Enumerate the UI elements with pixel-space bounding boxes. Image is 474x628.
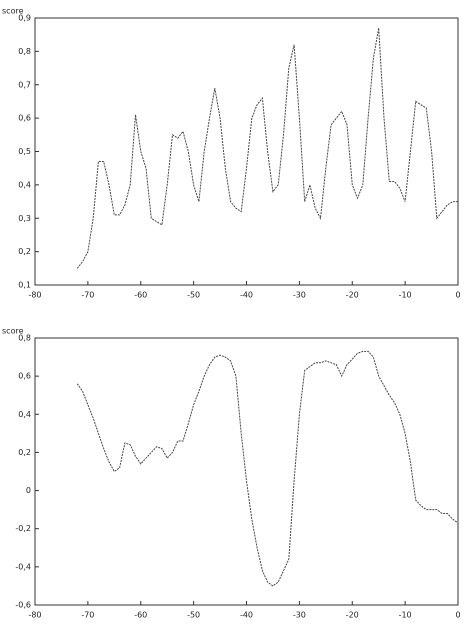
x-tick-label: -70: [81, 291, 94, 300]
y-tick-label: 0,3: [18, 214, 31, 223]
x-tick-label: -60: [134, 611, 147, 620]
x-tick-label: -30: [293, 611, 306, 620]
x-tick-label: -10: [399, 611, 412, 620]
y-tick-label: 0,8: [18, 334, 31, 343]
plot-frame: [34, 17, 459, 286]
y-axis-label: score: [2, 7, 24, 16]
line: [76, 350, 459, 587]
y-tick-label: -0,2: [15, 524, 31, 533]
x-tick-label: -80: [28, 611, 41, 620]
x-tick-label: -20: [346, 611, 359, 620]
y-tick-label: 0,4: [18, 180, 31, 189]
y-tick-label: 0,2: [18, 448, 31, 457]
y-tick-label: 0,6: [18, 114, 31, 123]
x-tick-label: -30: [293, 291, 306, 300]
y-tick-label: 0,4: [18, 410, 31, 419]
x-tick-label: -50: [187, 291, 200, 300]
x-tick-label: -40: [240, 611, 253, 620]
y-tick-label: -0,4: [15, 562, 31, 571]
y-tick-label: 0,1: [18, 281, 31, 290]
x-tick-label: 0: [455, 291, 460, 300]
x-tick-label: 0: [455, 611, 460, 620]
y-tick-label: 0,7: [18, 80, 31, 89]
y-tick-label: 0,9: [18, 14, 31, 23]
plot-frame: [34, 337, 459, 606]
x-tick-label: -40: [240, 291, 253, 300]
y-tick-label: -0,6: [15, 601, 31, 610]
y-tick-label: 0,6: [18, 372, 31, 381]
x-tick-label: -10: [399, 291, 412, 300]
x-tick-label: -60: [134, 291, 147, 300]
y-tick-label: 0,8: [18, 47, 31, 56]
y-tick-label: 0,2: [18, 247, 31, 256]
x-tick-label: -50: [187, 611, 200, 620]
x-tick-label: -70: [81, 611, 94, 620]
y-tick-label: 0: [26, 486, 31, 495]
y-axis-label: score: [2, 327, 24, 336]
y-tick-label: 0,5: [18, 147, 31, 156]
x-tick-label: -80: [28, 291, 41, 300]
x-tick-label: -20: [346, 291, 359, 300]
line: [76, 27, 458, 269]
